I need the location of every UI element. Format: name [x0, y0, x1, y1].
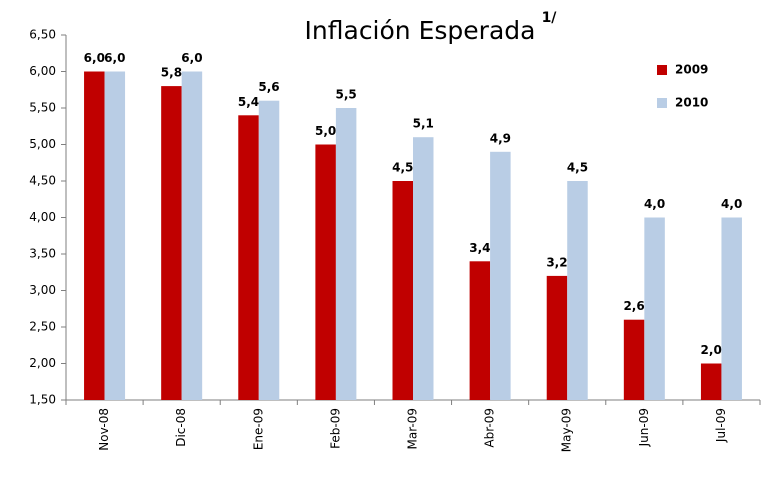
value-label: 5,1	[413, 117, 434, 131]
bar	[567, 181, 588, 400]
legend-label: 2010	[675, 96, 708, 110]
legend-swatch	[657, 98, 667, 108]
value-label: 5,8	[161, 66, 182, 80]
value-label: 2,6	[623, 299, 644, 313]
y-tick-label: 6,50	[29, 28, 56, 42]
x-tick-label: Jun-09	[637, 408, 651, 447]
bar	[700, 363, 722, 400]
value-label: 4,5	[567, 161, 588, 175]
bar	[490, 151, 511, 400]
value-label: 4,5	[392, 161, 413, 175]
x-tick-label: Nov-08	[97, 408, 111, 451]
y-tick-label: 4,00	[29, 210, 56, 224]
y-tick-label: 1,50	[29, 393, 56, 407]
bar	[469, 261, 491, 400]
x-tick-label: Dic-08	[174, 408, 188, 447]
bar	[546, 275, 568, 400]
value-label: 5,0	[315, 124, 336, 138]
legend-label: 2009	[675, 63, 708, 77]
value-label: 5,5	[336, 88, 357, 102]
x-tick-label: Jul-09	[714, 408, 728, 443]
bar	[721, 217, 742, 400]
x-tick-label: Abr-09	[483, 408, 497, 448]
bar	[315, 144, 336, 400]
y-tick-label: 4,50	[29, 174, 56, 188]
bar	[623, 319, 645, 400]
bar	[258, 100, 280, 400]
x-tick-label: Mar-09	[406, 408, 420, 449]
value-label: 6,0	[181, 51, 202, 65]
y-tick-label: 2,50	[29, 320, 56, 334]
bar	[238, 115, 259, 401]
value-label: 3,2	[546, 255, 567, 269]
y-tick-label: 2,00	[29, 356, 56, 370]
y-tick-label: 6,00	[29, 64, 56, 78]
y-tick-label: 3,00	[29, 283, 56, 297]
bar	[413, 137, 434, 400]
x-tick-label: Feb-09	[328, 408, 342, 449]
value-label: 4,9	[490, 131, 511, 145]
bar	[84, 71, 105, 400]
x-tick-label: Ene-09	[251, 408, 265, 450]
y-tick-label: 3,50	[29, 247, 56, 261]
title-note: 1/	[542, 10, 558, 26]
value-label: 4,0	[644, 197, 665, 211]
bar	[104, 71, 126, 400]
legend-swatch	[657, 65, 667, 75]
value-label: 6,0	[84, 51, 105, 65]
x-tick-label: May-09	[560, 408, 574, 452]
bar	[644, 217, 665, 400]
bar	[392, 181, 413, 400]
y-tick-label: 5,50	[29, 101, 56, 115]
y-tick-label: 5,00	[29, 137, 56, 151]
value-label: 3,4	[469, 241, 490, 255]
chart-title: Inflación Esperada	[305, 16, 536, 45]
bar	[181, 71, 203, 400]
value-label: 5,4	[238, 95, 259, 109]
value-label: 4,0	[721, 197, 742, 211]
bar	[335, 108, 357, 400]
bar	[161, 86, 182, 400]
value-label: 5,6	[258, 80, 279, 94]
value-label: 6,0	[104, 51, 125, 65]
value-label: 2,0	[701, 343, 722, 357]
